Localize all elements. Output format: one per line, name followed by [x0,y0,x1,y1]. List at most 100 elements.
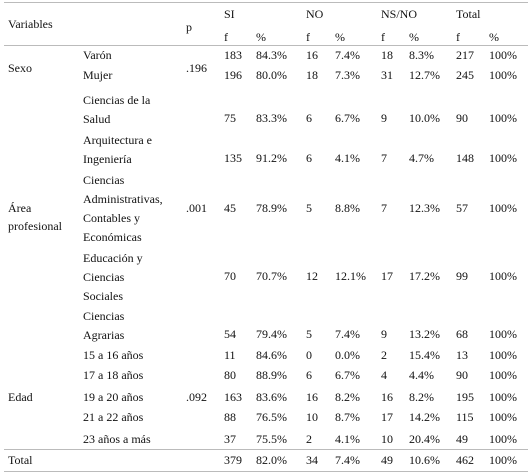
cell: 7 [381,201,387,215]
row-label: Económicas [83,230,142,244]
row-label: Contables y [83,211,140,225]
cell: 100% [489,269,517,283]
cell: 4.1% [335,432,360,446]
cell: 70 [224,269,236,283]
cell: 84.6% [256,348,287,362]
cell: 245 [456,68,474,82]
cell: 82.0% [256,453,287,467]
cell: 217 [456,48,474,62]
cell: 9 [381,327,387,341]
cell: 6 [306,368,312,382]
total-label: Total [8,453,33,467]
cell: 8.2% [409,390,434,404]
row-label: Ingeniería [83,152,132,166]
header-sub: % [335,30,345,44]
row-label: 15 a 16 años [83,348,144,362]
cell: 100% [489,368,517,382]
cell: 10 [306,410,318,424]
cell: 54 [224,327,236,341]
row-label: Salud [83,112,111,126]
row-label: 19 a 20 años [83,390,144,404]
row-label: Arquitectura e [83,133,152,147]
cell: 80 [224,368,236,382]
cell: 34 [306,453,318,467]
cell: 7 [381,151,387,165]
cell: 12.3% [409,201,440,215]
cell: 100% [489,348,517,362]
header-group: SI [224,7,235,21]
cell: 100% [489,432,517,446]
cell: 148 [456,151,474,165]
cell: 196 [224,68,242,82]
cell: 10 [381,432,393,446]
cell: 100% [489,327,517,341]
cell: 6.7% [335,111,360,125]
row-label: Ciencias [83,309,125,323]
cell: 37 [224,432,236,446]
cell: 183 [224,48,242,62]
cell: 16 [306,390,318,404]
group-label: Edad [8,390,33,404]
cell: 12.1% [335,269,366,283]
row-label: 21 a 22 años [83,410,144,424]
cell: 6.7% [335,368,360,382]
row-label: Sociales [83,289,123,303]
cell: 91.2% [256,151,287,165]
row-label: 17 a 18 años [83,368,144,382]
row-label: Agrarias [83,328,125,342]
cell: 462 [456,453,474,467]
cell: 68 [456,327,468,341]
p-value: .001 [186,201,207,215]
cell: 100% [489,111,517,125]
header-group: NS/NO [381,7,418,21]
row-label: Ciencias de la [83,93,151,107]
cell: 2 [306,432,312,446]
rule [4,449,528,450]
cell: 75.5% [256,432,287,446]
rule [4,2,528,3]
cell: 0 [306,348,312,362]
row-label: Varón [83,48,112,62]
cell: 4.4% [409,368,434,382]
cell: 83.6% [256,390,287,404]
cell: 12.7% [409,68,440,82]
cell: 6 [306,111,312,125]
cell: 8.7% [335,410,360,424]
cell: 163 [224,390,242,404]
cell: 45 [224,201,236,215]
cell: 14.2% [409,410,440,424]
cell: 20.4% [409,432,440,446]
group-label: profesional [8,219,62,233]
cell: 8.8% [335,201,360,215]
cell: 83.3% [256,111,287,125]
cell: 0.0% [335,348,360,362]
cell: 17 [381,269,393,283]
cell: 80.0% [256,68,287,82]
row-label: 23 años a más [83,432,151,446]
rule [4,45,528,46]
cell: 100% [489,151,517,165]
cell: 135 [224,151,242,165]
p-value: .196 [186,61,207,75]
group-label: Área [8,201,32,215]
cell: 8.3% [409,48,434,62]
cell: 17 [381,410,393,424]
cell: 100% [489,68,517,82]
header-sub: % [256,30,266,44]
cell: 10.6% [409,453,440,467]
cell: 18 [381,48,393,62]
cell: 15.4% [409,348,440,362]
header-p: p [186,20,192,34]
cell: 100% [489,201,517,215]
header-sub: % [409,30,419,44]
rule [4,471,528,472]
cell: 7.4% [335,453,360,467]
header-sub: f [381,30,385,44]
header-group: Total [456,7,481,21]
cell: 88.9% [256,368,287,382]
header-sub: f [306,30,310,44]
row-label: Ciencias [83,270,125,284]
header-sub: % [489,30,499,44]
cell: 4.1% [335,151,360,165]
